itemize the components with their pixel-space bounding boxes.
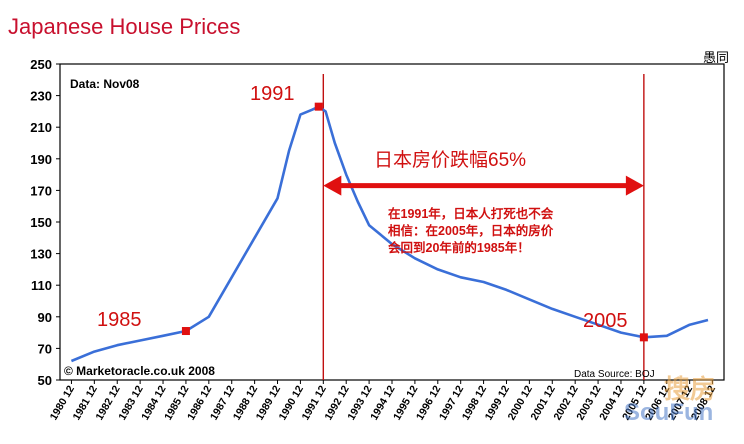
watermark-line2: SouFun xyxy=(624,399,713,426)
y-tick-label: 210 xyxy=(30,120,52,135)
copyright-text: © Marketoracle.co.uk 2008 xyxy=(64,364,215,378)
y-tick-label: 50 xyxy=(38,373,52,388)
source-text: Data Source: BOJ xyxy=(574,369,655,380)
y-tick-label: 130 xyxy=(30,247,52,262)
y-tick-label: 190 xyxy=(30,152,52,167)
data-marker xyxy=(639,333,648,342)
y-axis: 50 70 90 110 130 150 170 190 210 230 250 xyxy=(30,57,60,388)
data-marker xyxy=(314,102,323,111)
note-line-3: 会回到20年前的1985年！ xyxy=(388,240,530,255)
markers-group xyxy=(181,102,648,342)
y-tick-label: 70 xyxy=(38,341,52,356)
y-tick-label: 150 xyxy=(30,215,52,230)
y-tick-label: 230 xyxy=(30,89,52,104)
chart-title: Japanese House Prices xyxy=(8,14,240,39)
label-1991: 1991 xyxy=(250,83,295,105)
note-line-1: 在1991年，日本人打死也不会 xyxy=(388,206,554,221)
note-line-2: 相信：在2005年，日本的房价 xyxy=(388,223,554,238)
y-tick-label: 90 xyxy=(38,310,52,325)
decline-arrow xyxy=(323,175,644,196)
reference-lines xyxy=(322,74,645,380)
y-tick-label: 250 xyxy=(30,57,52,72)
plot-area xyxy=(59,63,725,381)
watermark-line1: 搜房 xyxy=(664,374,716,404)
data-marker xyxy=(181,327,190,336)
arrow-text: 日本房价跌幅65% xyxy=(374,149,526,171)
watermark-logo: 搜房 SouFun xyxy=(624,374,716,426)
y-tick-label: 110 xyxy=(31,278,52,293)
y-tick-label: 170 xyxy=(30,183,52,198)
label-2005: 2005 xyxy=(583,310,628,332)
arrow-head-right xyxy=(625,175,644,196)
data-note: Data: Nov08 xyxy=(70,77,140,91)
arrow-head-left xyxy=(323,175,342,196)
top-right-label: 愚同 xyxy=(703,50,729,65)
label-1985: 1985 xyxy=(97,309,142,331)
